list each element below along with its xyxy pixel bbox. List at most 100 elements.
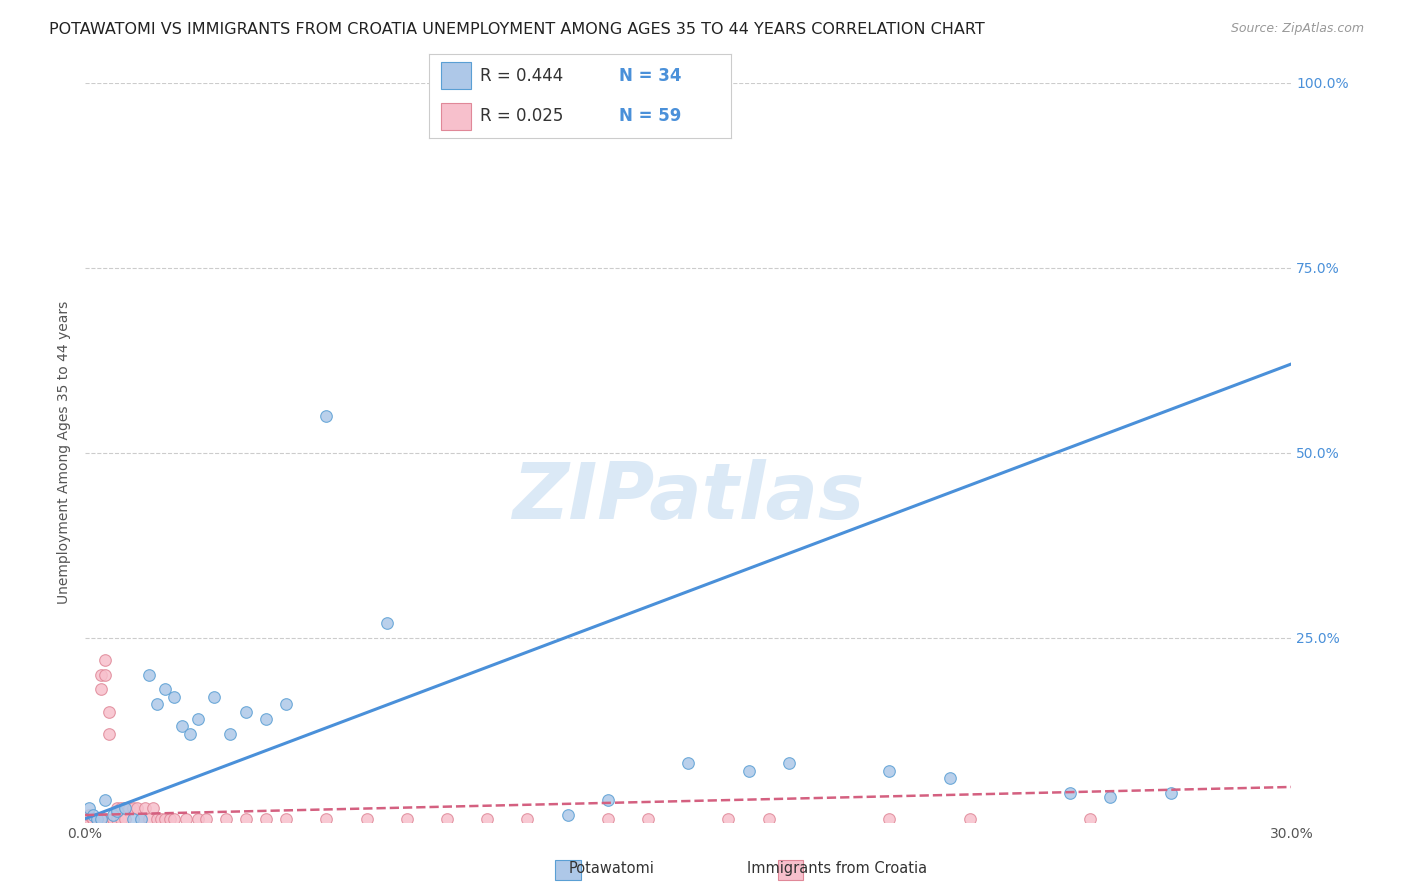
Text: Potawatomi: Potawatomi bbox=[568, 861, 655, 876]
Point bbox=[1099, 789, 1122, 804]
Text: R = 0.444: R = 0.444 bbox=[481, 67, 564, 85]
Point bbox=[134, 800, 156, 814]
Point bbox=[114, 800, 136, 814]
Point bbox=[395, 812, 418, 826]
Point bbox=[202, 690, 225, 704]
Point bbox=[254, 712, 277, 726]
Point bbox=[98, 727, 121, 741]
Point bbox=[77, 808, 100, 822]
Point bbox=[162, 812, 184, 826]
Point bbox=[103, 808, 125, 822]
Point bbox=[110, 800, 132, 814]
Point bbox=[159, 812, 181, 826]
Point bbox=[103, 812, 125, 826]
Point bbox=[778, 756, 800, 771]
Text: N = 59: N = 59 bbox=[619, 107, 682, 125]
Point bbox=[170, 719, 193, 733]
Bar bbox=[441, 62, 471, 89]
Point bbox=[138, 667, 160, 681]
Point bbox=[938, 771, 960, 785]
Point bbox=[162, 690, 184, 704]
Point bbox=[105, 800, 128, 814]
Point bbox=[86, 812, 108, 826]
Point bbox=[596, 812, 619, 826]
Point bbox=[114, 812, 136, 826]
Point bbox=[475, 812, 498, 826]
Point bbox=[94, 812, 117, 826]
Point bbox=[105, 805, 128, 819]
Point bbox=[1059, 786, 1081, 800]
Point bbox=[77, 812, 100, 826]
Point bbox=[187, 712, 209, 726]
Y-axis label: Unemployment Among Ages 35 to 44 years: Unemployment Among Ages 35 to 44 years bbox=[58, 301, 72, 604]
Point bbox=[235, 812, 257, 826]
Point bbox=[94, 667, 117, 681]
Point bbox=[274, 697, 297, 711]
Point bbox=[179, 727, 201, 741]
Point bbox=[436, 812, 458, 826]
Point bbox=[94, 793, 117, 807]
Point bbox=[194, 812, 217, 826]
Point bbox=[150, 812, 173, 826]
Point bbox=[75, 812, 97, 826]
Point bbox=[356, 812, 378, 826]
Point bbox=[94, 653, 117, 667]
Point bbox=[103, 812, 125, 826]
Point bbox=[86, 812, 108, 826]
Point bbox=[737, 764, 759, 778]
Point bbox=[131, 812, 153, 826]
Point bbox=[114, 800, 136, 814]
Point bbox=[959, 812, 981, 826]
Point bbox=[77, 812, 100, 826]
Text: POTAWATOMI VS IMMIGRANTS FROM CROATIA UNEMPLOYMENT AMONG AGES 35 TO 44 YEARS COR: POTAWATOMI VS IMMIGRANTS FROM CROATIA UN… bbox=[49, 22, 986, 37]
Point bbox=[142, 800, 165, 814]
Point bbox=[146, 812, 169, 826]
Point bbox=[82, 808, 104, 822]
Point bbox=[235, 705, 257, 719]
Point bbox=[1078, 812, 1101, 826]
Point bbox=[77, 800, 100, 814]
Point bbox=[75, 812, 97, 826]
Point bbox=[274, 812, 297, 826]
Point bbox=[877, 764, 900, 778]
Point bbox=[557, 808, 579, 822]
Point bbox=[516, 812, 538, 826]
Text: N = 34: N = 34 bbox=[619, 67, 682, 85]
Text: Immigrants from Croatia: Immigrants from Croatia bbox=[747, 861, 927, 876]
Point bbox=[637, 812, 659, 826]
Point bbox=[122, 800, 145, 814]
Text: Source: ZipAtlas.com: Source: ZipAtlas.com bbox=[1230, 22, 1364, 36]
Point bbox=[82, 812, 104, 826]
Point bbox=[75, 812, 97, 826]
Point bbox=[758, 812, 780, 826]
Point bbox=[105, 812, 128, 826]
Point bbox=[717, 812, 740, 826]
Point bbox=[596, 793, 619, 807]
Point bbox=[218, 727, 240, 741]
Point bbox=[155, 682, 177, 697]
Point bbox=[86, 812, 108, 826]
Point bbox=[90, 812, 112, 826]
Point bbox=[90, 812, 112, 826]
Point bbox=[86, 812, 108, 826]
Point bbox=[877, 812, 900, 826]
Point bbox=[146, 697, 169, 711]
Text: R = 0.025: R = 0.025 bbox=[481, 107, 564, 125]
Text: ZIPatlas: ZIPatlas bbox=[512, 459, 865, 535]
Point bbox=[122, 812, 145, 826]
Point bbox=[90, 667, 112, 681]
Point bbox=[98, 705, 121, 719]
Point bbox=[254, 812, 277, 826]
Point bbox=[676, 756, 699, 771]
Point bbox=[375, 615, 398, 630]
Point bbox=[131, 812, 153, 826]
Point bbox=[315, 409, 337, 423]
Point bbox=[174, 812, 197, 826]
Point bbox=[138, 812, 160, 826]
Bar bbox=[441, 103, 471, 130]
Point bbox=[155, 812, 177, 826]
Point bbox=[215, 812, 238, 826]
Point bbox=[90, 682, 112, 697]
Point bbox=[187, 812, 209, 826]
Point bbox=[127, 800, 149, 814]
